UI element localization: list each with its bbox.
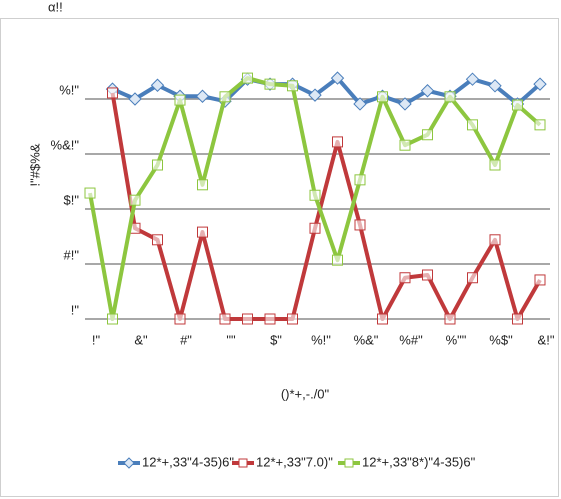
- marker: [467, 119, 478, 131]
- legend-label: 12*+,33"7.0)": [256, 454, 333, 469]
- marker: [444, 91, 456, 103]
- marker: [242, 72, 253, 84]
- marker: [174, 313, 186, 325]
- x-tick-label: #": [180, 332, 192, 347]
- marker: [309, 222, 321, 234]
- marker: [399, 272, 411, 284]
- marker: [150, 78, 165, 92]
- marker: [107, 313, 118, 325]
- chart-frame: [0, 18, 559, 497]
- y-axis-title: !"#$%&: [27, 143, 42, 186]
- marker: [353, 97, 367, 111]
- marker: [489, 234, 501, 246]
- y-tick-label: $!": [64, 192, 80, 207]
- marker: [488, 79, 502, 93]
- marker: [354, 174, 366, 186]
- marker: [128, 92, 142, 106]
- marker: [152, 159, 163, 171]
- marker: [174, 94, 186, 106]
- x-tick-label: &": [134, 332, 148, 347]
- marker: [129, 194, 141, 206]
- marker: [264, 313, 276, 325]
- marker: [422, 269, 433, 281]
- marker: [107, 87, 118, 99]
- marker: [399, 139, 411, 151]
- marker: [309, 189, 321, 201]
- marker: [332, 254, 343, 266]
- marker: [332, 136, 343, 148]
- marker: [489, 159, 501, 171]
- marker: [219, 91, 231, 103]
- y-tick-label: %&!": [51, 137, 80, 152]
- y-tick-label: %!": [59, 82, 79, 97]
- marker: [330, 71, 345, 85]
- marker: [287, 80, 298, 92]
- y-tick-label: !": [71, 302, 80, 317]
- marker: [377, 91, 388, 103]
- chart-title: α!!: [48, 0, 63, 14]
- series-line: [110, 92, 542, 321]
- marker: [398, 97, 412, 111]
- x-axis-title: ()*+,-./0": [281, 386, 330, 401]
- marker: [152, 234, 163, 246]
- marker: [444, 313, 456, 325]
- marker: [377, 313, 388, 325]
- legend-marker: [123, 457, 135, 469]
- marker: [512, 99, 523, 111]
- marker: [422, 129, 433, 141]
- marker: [534, 274, 546, 286]
- marker: [195, 89, 210, 103]
- y-tick-label: #!": [64, 247, 80, 262]
- x-tick-label: %"": [446, 332, 467, 347]
- x-tick-label: %$": [489, 332, 513, 347]
- marker: [420, 84, 435, 98]
- legend-label: 12*+,33"4-35)6": [142, 454, 234, 469]
- marker: [465, 72, 480, 86]
- marker: [219, 313, 231, 325]
- x-tick-label: !": [92, 332, 101, 347]
- marker: [84, 187, 96, 199]
- marker: [512, 313, 523, 325]
- marker: [242, 313, 253, 325]
- marker: [354, 219, 366, 231]
- marker: [287, 313, 298, 325]
- marker: [534, 119, 546, 131]
- x-tick-label: &!": [538, 332, 555, 347]
- marker: [308, 88, 322, 102]
- x-tick-label: %!": [311, 332, 331, 347]
- marker: [197, 226, 208, 238]
- marker: [467, 272, 478, 284]
- legend-label: 12*+,33"8*)"4-35)6": [362, 454, 476, 469]
- marker: [197, 179, 208, 191]
- legend-marker: [344, 458, 354, 468]
- x-tick-label: "": [226, 332, 236, 347]
- legend-marker: [238, 458, 248, 468]
- marker: [264, 78, 276, 90]
- x-tick-label: %&": [354, 332, 379, 347]
- x-tick-label: $": [270, 332, 282, 347]
- marker: [533, 77, 547, 91]
- x-tick-label: %#": [399, 332, 423, 347]
